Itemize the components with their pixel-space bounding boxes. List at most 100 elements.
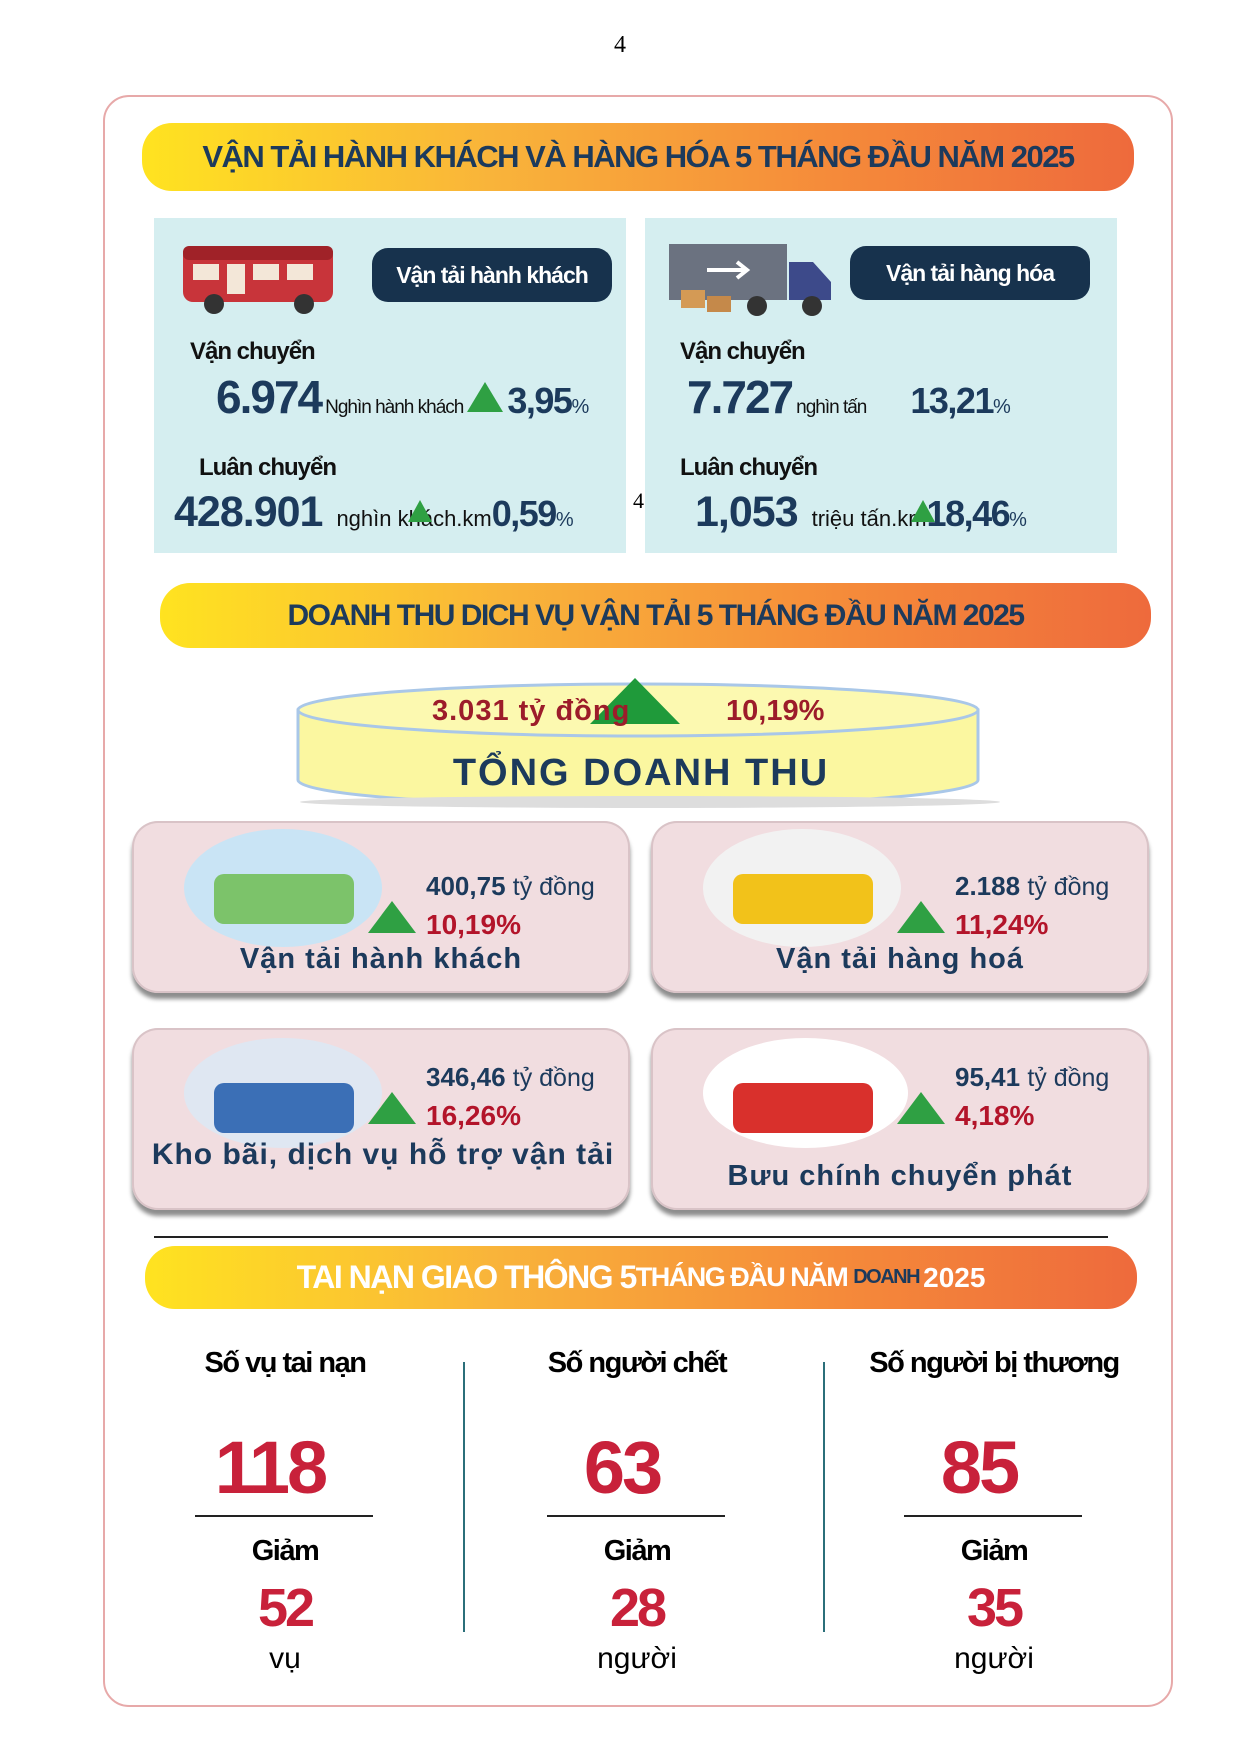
change-label: Giảm [603,1535,672,1567]
change-value: 35 [966,1578,1024,1638]
page-number: 4 [614,32,626,58]
value: 346,46 [426,1062,506,1092]
value: 428.901 [174,488,323,536]
change-unit: người [954,1642,1034,1675]
value: 6.974 [216,371,323,423]
transport-title: VẬN TẢI HÀNH KHÁCH VÀ HÀNG HÓA 5 THÁNG Đ… [202,139,1075,174]
card-value: 346,46 tỷ đồng [426,1062,595,1093]
title-part: THÁNG ĐẦU NĂM [635,1262,854,1292]
title-part: DOANH [853,1266,924,1288]
revenue-card: 95,41 tỷ đồng 4,18% Bưu chính chuyển phát [651,1028,1149,1210]
up-arrow [408,500,432,522]
change-label: Giảm [251,1535,320,1567]
row: 7.727 nghìn tấn 13,21% [687,370,1011,424]
column-value: 85 [940,1426,1020,1509]
column-value: 118 [214,1426,328,1509]
change-value: 28 [609,1578,667,1638]
card-value: 2.188 tỷ đồng [955,871,1109,902]
freight-panel: Vận tải hàng hóa Vận chuyển 7.727 nghìn … [645,218,1117,553]
unit: triệu tấn.km [811,506,927,531]
revenue-card: 400,75 tỷ đồng 10,19% Vận tải hành khách [132,821,630,993]
value: 7.727 [687,371,794,423]
unit: tỷ đồng [1027,1064,1110,1092]
revenue-banner: DOANH THU DICH VỤ VẬN TẢI 5 THÁNG ĐẦU NĂ… [160,583,1151,648]
card-growth: 10,19% [426,909,521,940]
change-value: 52 [257,1578,315,1638]
up-arrow [911,500,935,522]
underline [904,1515,1082,1517]
label: Luân chuyển [199,454,337,481]
card-image-shape [214,1083,354,1133]
column-value: 63 [583,1426,663,1509]
card-label: Vận tải hành khách [239,943,523,975]
divider [463,1362,465,1632]
unit: tỷ đồng [512,873,595,901]
growth: 0,59 [491,493,558,534]
title-part: TAI NẠN GIAO THÔNG 5 [296,1259,638,1295]
freight-pill: Vận tải hàng hóa [850,246,1090,300]
frame [103,95,1173,1707]
value: 95,41 [955,1062,1021,1092]
card-image [703,1038,908,1148]
up-arrow [368,901,416,933]
growth: 3,95 [507,380,573,421]
divider [823,1362,825,1632]
total-growth: 10,19% [726,695,825,727]
percent: % [992,396,1011,418]
card-image-shape [733,1083,873,1133]
card-label: Kho bãi, dịch vụ hỗ trợ vận tải [151,1138,615,1171]
revenue-title: DOANH THU DICH VỤ VẬN TẢI 5 THÁNG ĐẦU NĂ… [287,598,1025,632]
percent: % [555,509,574,531]
label: Vận chuyển [190,338,316,365]
label: Vận chuyển [680,338,806,365]
column-label: Số người chết [547,1347,728,1379]
percent: % [571,396,590,418]
value: 1,053 [695,488,799,536]
percent: % [1009,509,1027,531]
unit: Nghìn hành khách [325,397,464,418]
card-image [703,829,901,947]
unit: tỷ đồng [1027,873,1110,901]
label: Luân chuyển [680,454,818,481]
card-image-shape [214,874,354,924]
truck-icon [669,244,831,316]
card-label: Bưu chính chuyển phát [727,1160,1073,1192]
transport-banner: VẬN TẢI HÀNH KHÁCH VÀ HÀNG HÓA 5 THÁNG Đ… [142,123,1134,191]
card-image-shape [733,874,873,924]
growth: 18,46 [926,493,1011,534]
card-growth: 11,24% [955,909,1049,940]
row: 1,053 triệu tấn.km 18,46% [695,488,1027,537]
value: 400,75 [426,871,506,901]
accident-banner: TAI NẠN GIAO THÔNG 5 THÁNG ĐẦU NĂM DOANH… [145,1246,1137,1309]
passenger-pill: Vận tải hành khách [372,248,612,302]
change-unit: vụ [269,1642,301,1675]
value: 2.188 [955,871,1021,901]
total-value: 3.031 tỷ đồng [432,695,631,727]
unit: nghìn tấn [796,397,867,418]
card-image [184,1038,382,1148]
unit: tỷ đồng [512,1064,595,1092]
underline [547,1515,725,1517]
card-value: 95,41 tỷ đồng [955,1062,1109,1093]
row: 6.974 Nghìn hành khách 3,95% [216,370,589,424]
title-part: 2025 [923,1261,986,1293]
change-label: Giảm [960,1535,1029,1567]
change-unit: người [597,1642,677,1675]
row: 428.901 nghìn khách.km 0,59% [174,488,574,537]
column-label: Số người bị thương [869,1347,1120,1379]
growth: 13,21 [910,380,994,421]
bus-icon [183,246,333,314]
revenue-card: 346,46 tỷ đồng 16,26% Kho bãi, dịch vụ hỗ … [132,1028,630,1210]
total-cylinder [296,678,1000,808]
column-label: Số vụ tai nạn [204,1347,367,1379]
card-value: 400,75 tỷ đồng [426,871,595,902]
card-image [184,829,382,947]
up-arrow [368,1092,416,1124]
underline [195,1515,373,1517]
card-growth: 16,26% [426,1100,521,1131]
up-arrow [467,382,504,412]
up-arrow [897,901,945,933]
total-label: TỔNG DOANH THU [452,752,830,794]
passenger-panel: Vận tải hành khách Vận chuyển 6.974 Nghì… [154,218,626,553]
